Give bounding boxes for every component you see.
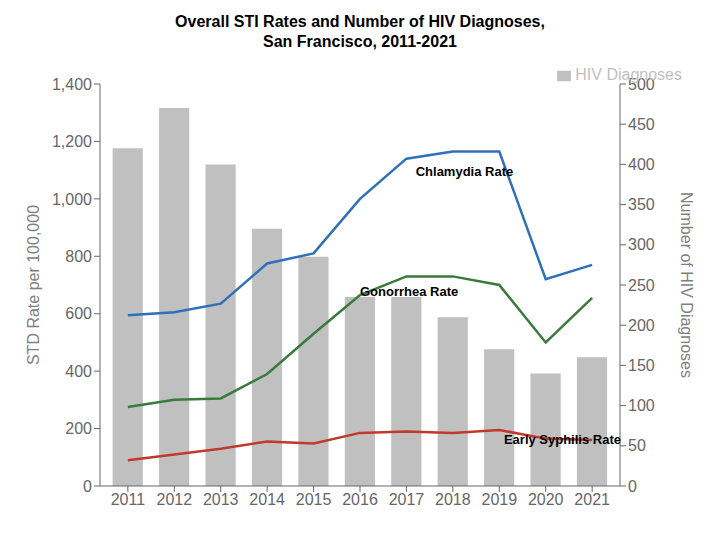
svg-text:300: 300 (628, 236, 655, 253)
svg-text:100: 100 (628, 397, 655, 414)
svg-text:Gonorrhea Rate: Gonorrhea Rate (360, 284, 458, 299)
svg-text:800: 800 (65, 248, 92, 265)
svg-text:0: 0 (83, 478, 92, 495)
svg-text:2019: 2019 (481, 491, 517, 508)
svg-text:2015: 2015 (296, 491, 332, 508)
svg-text:350: 350 (628, 196, 655, 213)
svg-text:500: 500 (628, 76, 655, 93)
svg-text:2018: 2018 (435, 491, 471, 508)
svg-text:2021: 2021 (574, 491, 610, 508)
svg-text:Number of HIV Diagnoses: Number of HIV Diagnoses (678, 192, 695, 378)
svg-text:450: 450 (628, 116, 655, 133)
svg-text:1,000: 1,000 (52, 191, 92, 208)
svg-text:2012: 2012 (156, 491, 192, 508)
svg-text:2017: 2017 (389, 491, 425, 508)
svg-text:0: 0 (628, 478, 637, 495)
svg-text:Early Syphilis Rate: Early Syphilis Rate (504, 432, 621, 447)
svg-text:1,400: 1,400 (52, 76, 92, 93)
svg-text:2016: 2016 (342, 491, 378, 508)
svg-text:50: 50 (628, 437, 646, 454)
svg-text:400: 400 (65, 363, 92, 380)
svg-text:2014: 2014 (249, 491, 285, 508)
svg-text:600: 600 (65, 305, 92, 322)
svg-text:200: 200 (65, 420, 92, 437)
svg-text:150: 150 (628, 357, 655, 374)
svg-text:2011: 2011 (111, 491, 146, 508)
svg-text:1,200: 1,200 (52, 133, 92, 150)
svg-text:2013: 2013 (203, 491, 239, 508)
svg-text:200: 200 (628, 317, 655, 334)
svg-text:2020: 2020 (528, 491, 564, 508)
svg-text:Chlamydia Rate: Chlamydia Rate (416, 164, 514, 179)
svg-text:400: 400 (628, 156, 655, 173)
svg-text:STD Rate per 100,000: STD Rate per 100,000 (25, 205, 42, 365)
svg-text:250: 250 (628, 277, 655, 294)
